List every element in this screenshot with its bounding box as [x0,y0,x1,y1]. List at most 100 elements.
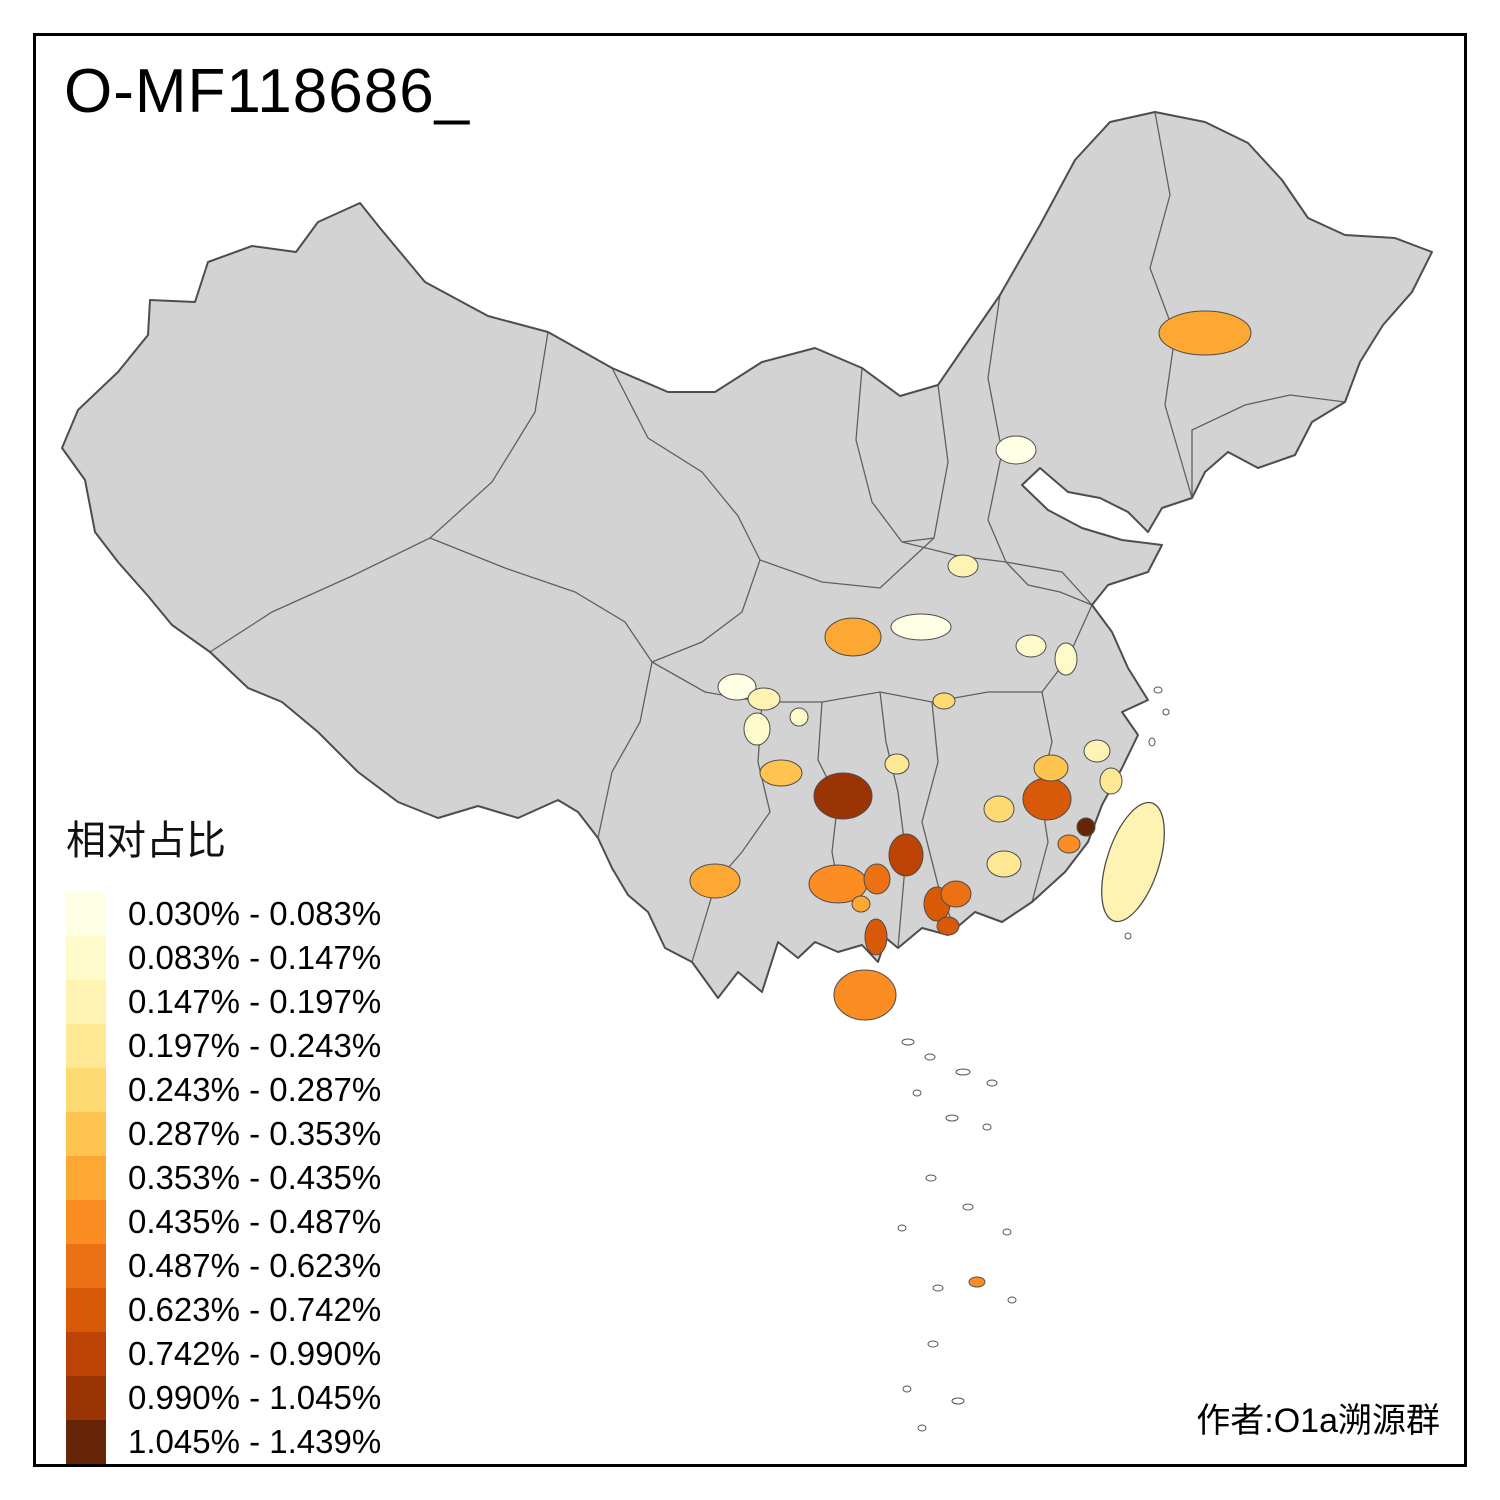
island-dot [932,1284,944,1292]
island-dot [927,1340,939,1348]
legend-label: 0.083% - 0.147% [128,939,382,976]
province-border [1005,561,1093,606]
province-border [855,367,903,543]
legend-swatch [66,1288,106,1332]
map-region [888,833,924,877]
legend-swatch [66,1420,106,1464]
map-region [932,692,956,710]
province-border [1191,394,1346,498]
china-outline [61,111,1433,999]
map-region [747,687,781,711]
island-dot [925,1174,937,1182]
map-region [689,863,741,899]
legend-label: 0.487% - 0.623% [128,1247,382,1284]
map-region [824,617,882,657]
map-region [851,895,871,913]
legend-swatch [66,1332,106,1376]
legend-swatch [66,980,106,1024]
legend-title: 相对占比 [66,819,226,863]
island-dot [1124,932,1132,940]
legend-row: 0.742% - 0.990% [66,1332,381,1376]
legend-label: 0.353% - 0.435% [128,1159,382,1196]
map-region [1158,310,1252,356]
island-dot [955,1068,971,1076]
island-dot [1148,737,1156,747]
legend-label: 1.045% - 1.439% [128,1423,382,1460]
map-region-nansha [968,1276,986,1288]
legend-row: 0.623% - 0.742% [66,1288,381,1332]
author-credit: 作者:O1a溯源群 [1196,1402,1440,1440]
legend-swatch [66,1024,106,1068]
map-region [1099,767,1123,795]
map-region [1054,642,1078,676]
province-border [1149,111,1193,499]
map-region [1057,834,1081,854]
legend-label: 0.243% - 0.287% [128,1071,382,1108]
island-dot [897,1224,907,1232]
map-region [717,673,757,701]
map-region [1022,777,1072,821]
map-region [1083,739,1111,763]
island-dot [982,1123,992,1131]
map-region-taiwan [1101,801,1165,923]
island-dot [945,1114,959,1122]
legend: 相对占比 0.030% - 0.083% 0.083% - 0.147% 0.1… [66,808,381,1464]
island-dot [1162,708,1170,716]
legend-row: 0.243% - 0.287% [66,1068,381,1112]
map-region [884,753,910,775]
island-dot [986,1079,998,1087]
legend-row: 1.045% - 1.439% [66,1420,381,1464]
legend-row: 0.197% - 0.243% [66,1024,381,1068]
legend-row: 0.353% - 0.435% [66,1156,381,1200]
map-region [940,880,972,908]
map-region [864,918,888,956]
legend-label: 0.197% - 0.243% [128,1027,382,1064]
legend-label: 0.742% - 0.990% [128,1335,382,1372]
legend-swatch [66,1068,106,1112]
map-region [863,863,891,895]
legend-row: 0.030% - 0.083% [66,892,381,936]
map-region [759,759,803,787]
legend-swatch [66,1156,106,1200]
map-region [813,772,873,820]
province-border [901,384,949,543]
legend-row: 0.990% - 1.045% [66,1376,381,1420]
legend-row: 0.147% - 0.197% [66,980,381,1024]
map-region [947,554,979,578]
island-dot [962,1203,974,1211]
island-dot [901,1038,915,1046]
province-border [759,537,935,589]
legend-row: 0.487% - 0.623% [66,1244,381,1288]
legend-row: 0.287% - 0.353% [66,1112,381,1156]
legend-label: 0.030% - 0.083% [128,895,382,932]
map-region [833,969,897,1021]
legend-label: 0.147% - 0.197% [128,983,382,1020]
legend-rows: 0.030% - 0.083% 0.083% - 0.147% 0.147% -… [66,892,381,1464]
legend-row: 0.083% - 0.147% [66,936,381,980]
legend-swatch [66,1244,106,1288]
province-border [879,691,907,949]
map-region [1033,754,1069,782]
map-region [986,850,1022,878]
legend-swatch [66,1376,106,1420]
legend-label: 0.623% - 0.742% [128,1291,382,1328]
map-region [890,613,952,641]
province-border [429,537,653,839]
map-region [1015,634,1047,658]
map-region [983,795,1015,823]
island-dot [951,1397,965,1405]
page-title: O-MF118686_ [64,57,471,126]
map-region [995,435,1037,465]
island-dot [1007,1296,1017,1304]
map-region [936,916,960,936]
legend-row: 0.435% - 0.487% [66,1200,381,1244]
colored-regions [689,310,1252,1021]
island-dot [1002,1228,1012,1236]
island-dot [902,1385,912,1393]
legend-swatch [66,936,106,980]
island-dot [912,1089,922,1097]
legend-swatch [66,1200,106,1244]
legend-label: 0.990% - 1.045% [128,1379,382,1416]
map-region [789,707,809,727]
